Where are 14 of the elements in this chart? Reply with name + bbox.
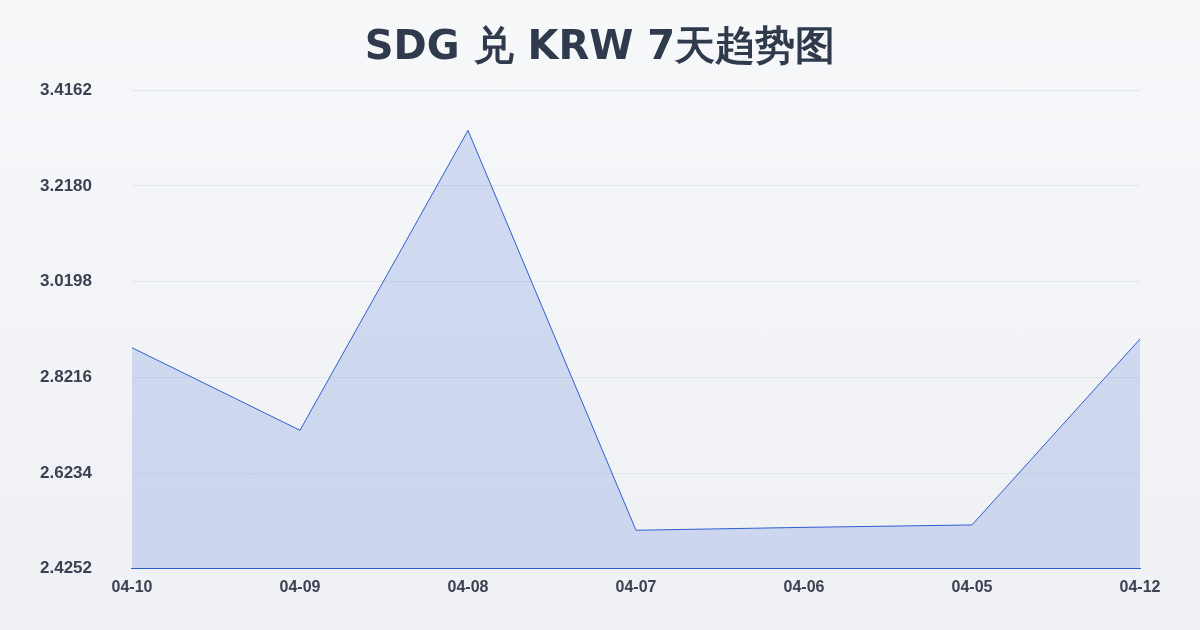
x-tick-label: 04-06 bbox=[783, 577, 825, 595]
x-tick-label: 04-08 bbox=[447, 577, 489, 595]
x-tick-label: 04-09 bbox=[279, 577, 321, 595]
y-tick-label: 3.0198 bbox=[40, 271, 92, 291]
x-tick-label: 04-07 bbox=[615, 577, 657, 595]
chart-title: SDG 兑 KRW 7天趋势图 bbox=[363, 21, 837, 70]
x-tick-label: 04-12 bbox=[1119, 577, 1161, 595]
y-tick-label: 3.4162 bbox=[40, 79, 92, 99]
x-tick-label: 04-10 bbox=[111, 577, 153, 595]
x-tick-label: 04-05 bbox=[951, 577, 993, 595]
y-tick-label: 2.6234 bbox=[40, 462, 93, 482]
y-tick-label: 2.8216 bbox=[40, 367, 92, 387]
y-tick-label: 3.2180 bbox=[40, 175, 92, 195]
y-tick-label: 2.4252 bbox=[40, 558, 92, 578]
